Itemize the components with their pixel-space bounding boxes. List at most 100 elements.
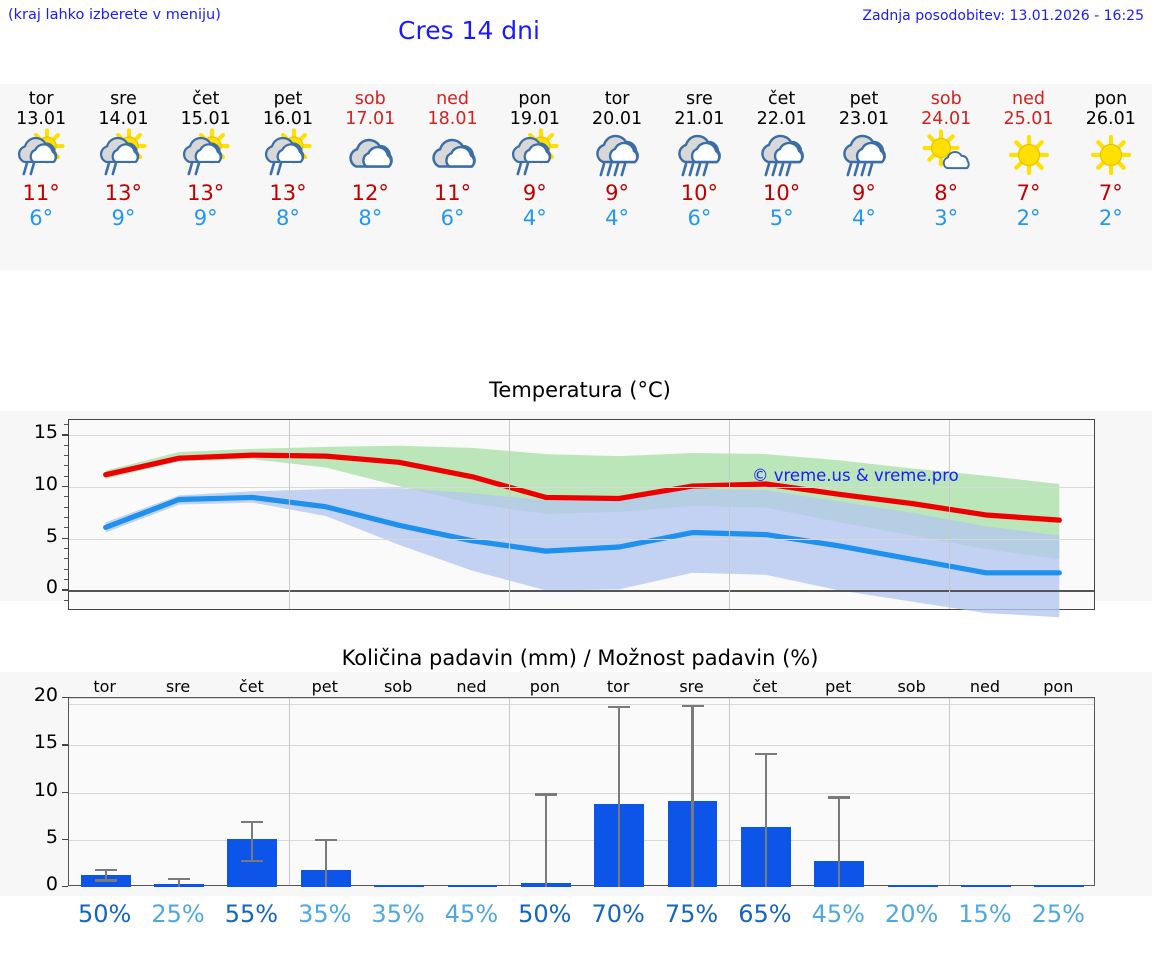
precipitation-probability-label: 75% [664,900,719,928]
forecast-day-13[interactable]: pon 26.01 7° 2° [1070,84,1152,270]
day-temp-min: 4° [605,206,630,230]
forecast-day-5[interactable]: ned 18.01 11° 6° [411,84,493,270]
precipitation-gridline-vertical [729,698,731,885]
precipitation-probability-label: 70% [591,900,645,928]
forecast-day-11[interactable]: sob 24.01 8° 3° [905,84,987,270]
day-temp-min: 6° [687,206,712,230]
day-date: 18.01 [427,109,478,129]
cloudy-icon [411,131,493,179]
precipitation-day-label: čet [752,677,778,696]
sun-cloud-rain-icon [494,128,576,179]
temperature-y-tick-mark [62,589,68,591]
day-name: pon [518,89,552,109]
temperature-y-tick-mark [62,434,68,436]
temperature-y-tick-label: 10 [33,473,58,496]
temperature-y-minor-tick [64,599,68,601]
forecast-day-0[interactable]: tor 13.01 11° 6° [0,84,82,270]
forecast-day-strip: tor 13.01 11° 6° sre 14.01 13° 9° čet 15.01 13°… [0,84,1152,270]
cloud-rain-icon [741,131,823,179]
day-date: 22.01 [756,109,807,129]
day-temp-max: 7° [1098,181,1123,205]
sun-cloud-rain-icon [82,128,164,179]
precipitation-day-label: tor [93,677,116,696]
precipitation-probability-label: 45% [444,900,499,928]
temperature-y-tick-mark [62,486,68,488]
forecast-day-1[interactable]: sre 14.01 13° 9° [82,84,164,270]
day-name: pon [1094,89,1128,109]
precipitation-gridline [69,839,1094,841]
precipitation-gridline-vertical [949,698,951,885]
page-header: (kraj lahko izberete v meniju) Cres 14 d… [0,0,1152,84]
forecast-day-4[interactable]: sob 17.01 12° 8° [329,84,411,270]
day-date: 13.01 [16,109,67,129]
temperature-y-minor-tick [64,579,68,581]
precipitation-y-tick-label: 5 [45,825,58,848]
precipitation-error-bar [251,820,254,860]
cloud-rain-icon [576,131,658,179]
day-date: 19.01 [509,109,560,129]
forecast-day-8[interactable]: sre 21.01 10° 6° [658,84,740,270]
sun-cloud-rain-icon [247,128,329,179]
precipitation-probability-label: 35% [298,900,352,928]
day-temp-min: 5° [769,206,794,230]
precipitation-y-tick-label: 15 [33,731,58,754]
precipitation-probability-label: 65% [738,900,792,928]
precipitation-probability-label: 35% [371,900,425,928]
day-temp-max: 9° [605,181,630,205]
precipitation-bar[interactable] [1034,884,1085,887]
precipitation-bar[interactable] [374,884,425,887]
cloud-rain-icon [658,131,740,179]
day-date: 21.01 [674,109,725,129]
day-date: 16.01 [262,109,314,129]
sun-cloud-rain-icon [165,128,247,179]
forecast-day-10[interactable]: pet 23.01 9° 4° [823,84,905,270]
day-date: 24.01 [921,109,972,129]
precipitation-day-label: pon [529,677,560,696]
temperature-gridline [69,487,1094,489]
sun-icon [987,131,1069,179]
temperature-y-minor-tick [64,444,68,446]
precipitation-plot-area [68,697,1095,887]
day-temp-max: 10° [763,181,801,205]
day-temp-min: 6° [29,206,54,230]
temperature-gridline-vertical [509,420,511,609]
forecast-day-3[interactable]: pet 16.01 13° 8° [247,84,329,270]
precipitation-gridline [69,745,1094,747]
forecast-day-9[interactable]: čet 22.01 10° 5° [741,84,823,270]
forecast-day-6[interactable]: pon 19.01 9° 4° [494,84,576,270]
temperature-gridline-vertical [949,420,951,609]
precipitation-day-label: tor [606,677,630,696]
precipitation-probability-label: 25% [151,900,205,928]
day-temp-min: 9° [111,206,136,230]
precipitation-probability-label: 15% [958,900,1012,928]
day-temp-max: 13° [187,181,225,205]
day-temp-max: 11° [22,181,60,205]
precipitation-gridline [69,704,1094,705]
cloudy-icon [329,131,411,179]
day-name: tor [604,89,630,109]
precipitation-error-bar [764,752,767,887]
temperature-y-tick-label: 15 [33,421,58,444]
forecast-day-12[interactable]: ned 25.01 7° 2° [987,84,1069,270]
precipitation-error-cap [608,705,631,708]
precipitation-day-label: sre [679,677,704,696]
forecast-day-2[interactable]: čet 15.01 13° 9° [165,84,247,270]
temperature-series-svg [103,445,1062,618]
day-date: 23.01 [838,109,889,129]
temperature-y-minor-tick [64,568,68,570]
precipitation-day-label: ned [969,677,1001,696]
precipitation-bar[interactable] [447,884,498,887]
precipitation-y-tick-label: 0 [45,873,58,895]
temperature-y-minor-tick [64,506,68,508]
day-temp-max: 8° [934,181,959,205]
precipitation-error-cap [314,838,337,842]
day-temp-max: 7° [1016,181,1041,205]
precipitation-bar[interactable] [961,884,1011,887]
day-temp-min: 3° [934,206,959,230]
temperature-gridline-vertical [289,420,291,609]
forecast-day-7[interactable]: tor 20.01 9° 4° [576,84,658,270]
precipitation-day-label: ned [456,677,487,696]
precipitation-error-bar [618,705,621,887]
day-date: 26.01 [1085,109,1136,129]
precipitation-bar[interactable] [887,884,938,887]
